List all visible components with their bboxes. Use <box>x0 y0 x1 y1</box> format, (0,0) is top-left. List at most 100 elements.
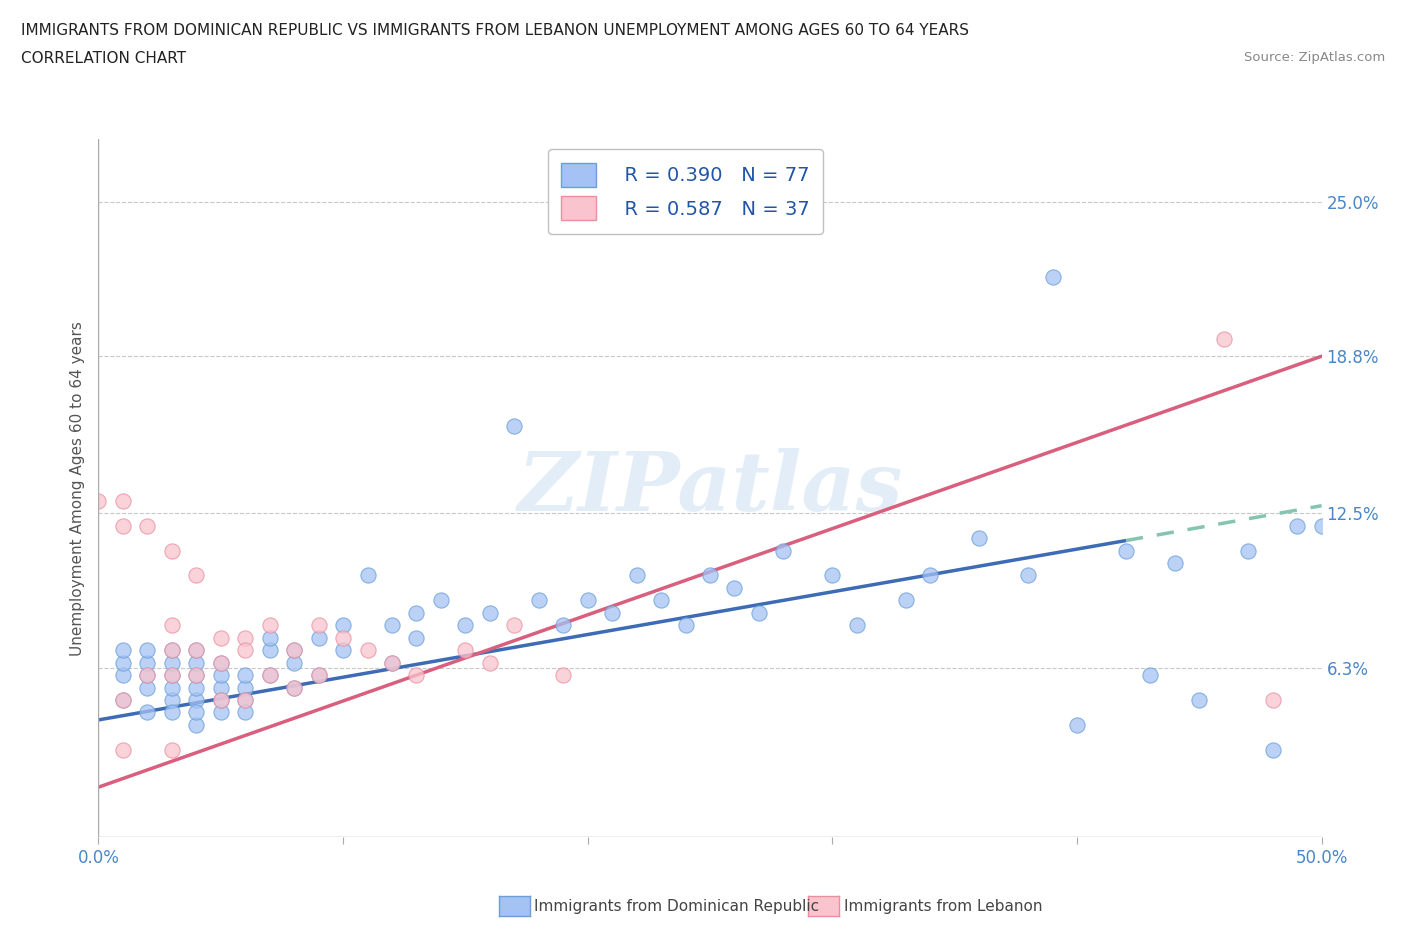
Point <box>283 643 305 658</box>
Point <box>160 643 183 658</box>
Point <box>111 742 134 757</box>
Point <box>332 618 354 632</box>
Point <box>186 668 208 683</box>
Point <box>259 643 281 658</box>
Point <box>233 693 256 708</box>
Point <box>430 593 453 608</box>
Point <box>111 656 134 671</box>
Point <box>160 668 183 683</box>
Point <box>283 680 305 695</box>
Text: CORRELATION CHART: CORRELATION CHART <box>21 51 186 66</box>
Point <box>503 618 526 632</box>
Point <box>233 680 256 695</box>
Point <box>821 568 844 583</box>
Point <box>160 680 183 695</box>
Point <box>723 580 745 595</box>
Legend:   R = 0.390   N = 77,   R = 0.587   N = 37: R = 0.390 N = 77, R = 0.587 N = 37 <box>548 149 824 233</box>
Point <box>381 656 404 671</box>
Point <box>160 668 183 683</box>
Point <box>405 668 427 683</box>
Point <box>699 568 721 583</box>
Point <box>381 618 404 632</box>
Point <box>332 631 354 645</box>
Point <box>308 618 330 632</box>
Point <box>1261 693 1284 708</box>
Point <box>308 668 330 683</box>
Point <box>454 643 477 658</box>
Point <box>160 543 183 558</box>
Point <box>1017 568 1039 583</box>
Point <box>87 493 110 508</box>
Point <box>1042 269 1064 284</box>
Point <box>233 668 256 683</box>
Point <box>527 593 550 608</box>
Point <box>478 605 501 620</box>
Point <box>160 618 183 632</box>
Point <box>576 593 599 608</box>
Text: Source: ZipAtlas.com: Source: ZipAtlas.com <box>1244 51 1385 64</box>
Point <box>553 618 575 632</box>
Point <box>1139 668 1161 683</box>
Point <box>259 618 281 632</box>
Point <box>356 568 378 583</box>
Point <box>111 493 134 508</box>
Point <box>186 705 208 720</box>
Point <box>233 643 256 658</box>
Point <box>1261 742 1284 757</box>
Point <box>209 680 232 695</box>
Y-axis label: Unemployment Among Ages 60 to 64 years: Unemployment Among Ages 60 to 64 years <box>69 321 84 656</box>
Point <box>308 631 330 645</box>
Point <box>454 618 477 632</box>
Point <box>405 631 427 645</box>
Point <box>283 656 305 671</box>
Point <box>186 668 208 683</box>
Point <box>1188 693 1211 708</box>
Point <box>675 618 697 632</box>
Point <box>160 693 183 708</box>
Point <box>600 605 623 620</box>
Point <box>772 543 794 558</box>
Point <box>748 605 770 620</box>
Point <box>308 668 330 683</box>
Point <box>111 693 134 708</box>
Point <box>136 705 159 720</box>
Point <box>209 631 232 645</box>
Point <box>209 705 232 720</box>
Point <box>405 605 427 620</box>
Point <box>1286 518 1309 533</box>
Point <box>650 593 672 608</box>
Point <box>111 518 134 533</box>
Point <box>233 705 256 720</box>
Point <box>111 693 134 708</box>
Point <box>136 643 159 658</box>
Point <box>553 668 575 683</box>
Point <box>186 643 208 658</box>
Point <box>283 680 305 695</box>
Point <box>209 656 232 671</box>
Point <box>1310 518 1333 533</box>
Point <box>1237 543 1260 558</box>
Point <box>160 643 183 658</box>
Point <box>186 717 208 732</box>
Point <box>259 668 281 683</box>
Point <box>259 668 281 683</box>
Point <box>186 693 208 708</box>
Point <box>186 643 208 658</box>
Point <box>503 418 526 433</box>
Point <box>136 656 159 671</box>
Point <box>283 643 305 658</box>
Point <box>111 643 134 658</box>
Point <box>259 631 281 645</box>
Text: Immigrants from Dominican Republic: Immigrants from Dominican Republic <box>534 899 820 914</box>
Point <box>186 680 208 695</box>
Point <box>356 643 378 658</box>
Point <box>845 618 868 632</box>
Point <box>1164 555 1187 570</box>
Point <box>920 568 942 583</box>
Point <box>1212 331 1234 346</box>
Point <box>332 643 354 658</box>
Point <box>160 705 183 720</box>
Point <box>209 693 232 708</box>
Point <box>381 656 404 671</box>
Point <box>967 531 990 546</box>
